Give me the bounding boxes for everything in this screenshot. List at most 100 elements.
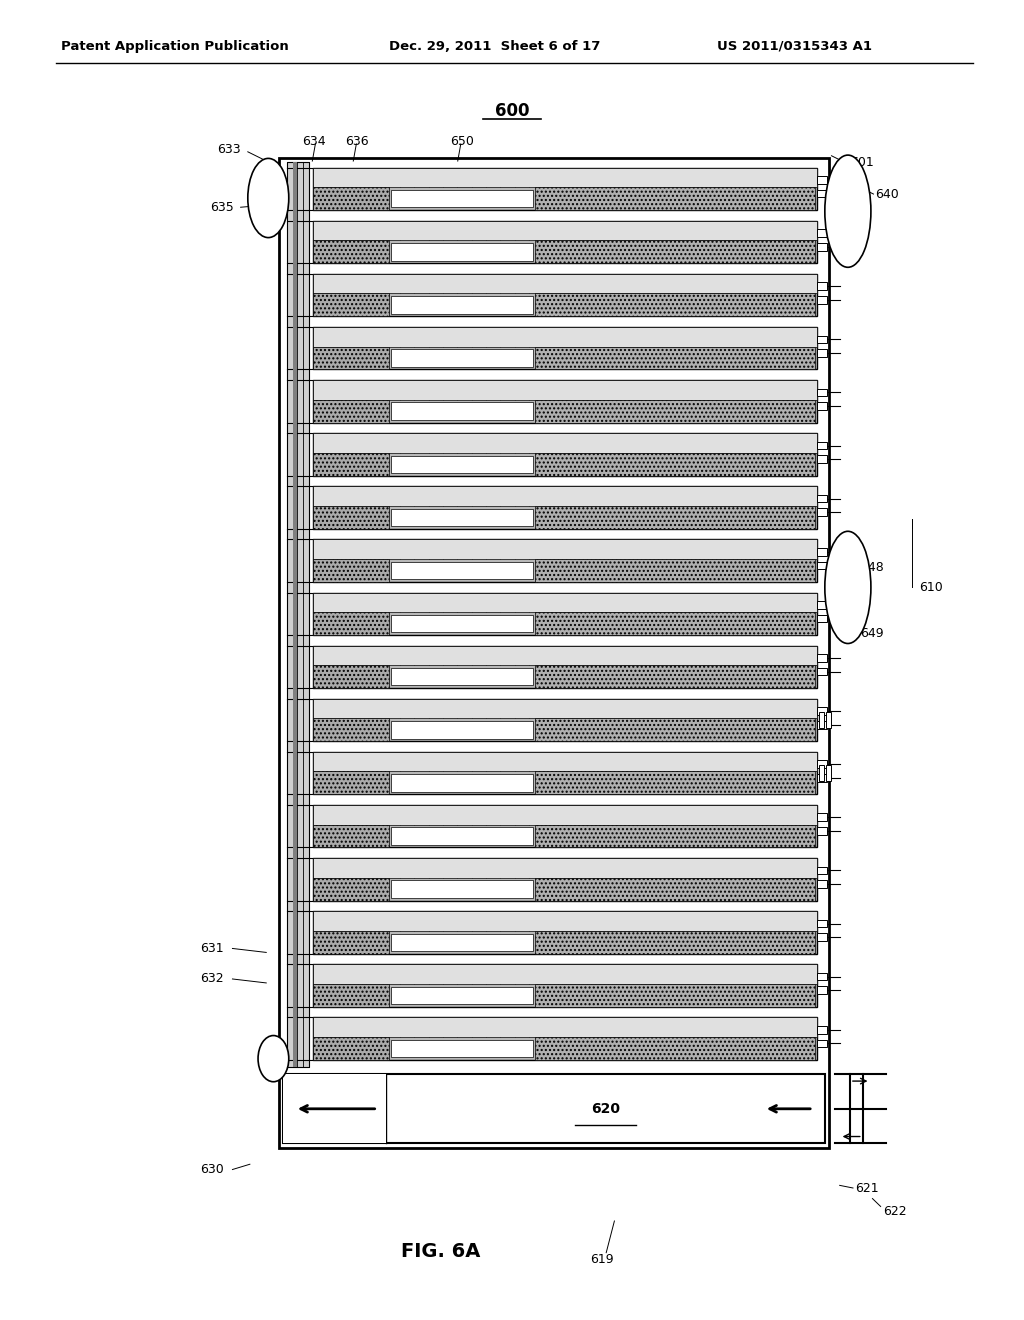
Bar (817, 442, 827, 449)
Bar (817, 601, 827, 609)
Text: 619: 619 (590, 1253, 613, 1266)
Bar (313, 433, 817, 453)
Bar (391, 986, 532, 1005)
Bar (535, 1038, 815, 1060)
Bar (287, 162, 309, 1067)
Bar (313, 645, 817, 688)
Bar (535, 878, 815, 900)
Bar (313, 327, 817, 370)
Bar (817, 296, 827, 304)
Bar (817, 721, 827, 729)
Bar (817, 668, 827, 676)
Bar (313, 540, 817, 558)
Bar (817, 388, 827, 396)
Bar (313, 752, 817, 795)
Bar (391, 880, 532, 898)
Bar (313, 380, 817, 400)
Ellipse shape (248, 158, 289, 238)
Bar (817, 455, 827, 463)
Bar (313, 612, 389, 635)
Bar (313, 771, 389, 795)
Bar (313, 506, 389, 529)
Bar (535, 293, 815, 317)
Text: 635: 635 (210, 201, 233, 214)
Bar (817, 282, 827, 290)
Bar (313, 273, 817, 317)
Ellipse shape (825, 156, 870, 267)
Bar (535, 718, 815, 742)
Bar (283, 1074, 386, 1143)
Bar (313, 540, 817, 582)
Text: US 2011/0315343 A1: US 2011/0315343 A1 (717, 40, 871, 53)
Bar (391, 721, 532, 738)
Bar (313, 220, 817, 263)
Bar (313, 718, 389, 742)
Bar (817, 973, 827, 981)
Bar (391, 933, 532, 950)
Bar (391, 828, 532, 845)
Bar (535, 825, 815, 847)
Bar (391, 296, 532, 314)
Bar (313, 558, 389, 582)
Bar (391, 1040, 532, 1057)
Bar (817, 230, 827, 236)
Ellipse shape (825, 531, 870, 644)
Bar (817, 335, 827, 343)
Bar (313, 593, 817, 635)
Bar (313, 593, 817, 612)
Bar (313, 187, 389, 210)
Bar (313, 965, 817, 983)
Text: 636: 636 (345, 135, 369, 148)
Bar (313, 168, 817, 187)
Bar (391, 775, 532, 792)
Bar (313, 878, 389, 900)
Bar (817, 190, 827, 198)
Bar (817, 655, 827, 661)
Bar (391, 350, 532, 367)
Bar (313, 327, 817, 347)
Text: 648: 648 (860, 561, 884, 574)
Bar (817, 760, 827, 768)
Bar (313, 983, 389, 1007)
Bar (535, 558, 815, 582)
Bar (535, 187, 815, 210)
Bar (293, 162, 297, 1067)
Text: 650: 650 (451, 135, 474, 148)
Bar (391, 668, 532, 685)
Bar (313, 805, 817, 847)
Bar (817, 920, 827, 928)
Text: 601: 601 (850, 156, 873, 169)
Text: 622: 622 (883, 1205, 906, 1218)
Bar (819, 766, 824, 781)
Text: 621: 621 (855, 1181, 879, 1195)
Bar (391, 615, 532, 632)
Bar (313, 1018, 817, 1060)
Bar (313, 858, 817, 878)
Bar (313, 965, 817, 1007)
Bar (817, 828, 827, 834)
Bar (313, 273, 817, 293)
Text: 610: 610 (920, 581, 943, 594)
Bar (391, 562, 532, 579)
Bar (313, 698, 817, 718)
Bar (313, 486, 817, 506)
Text: FIG. 6A: FIG. 6A (400, 1242, 480, 1261)
Text: 649: 649 (860, 627, 884, 640)
Bar (817, 1040, 827, 1047)
Bar (313, 752, 817, 771)
Bar (313, 1018, 817, 1038)
Bar (313, 911, 817, 931)
Bar (535, 400, 815, 422)
Bar (313, 1038, 389, 1060)
Text: 620: 620 (591, 1102, 621, 1115)
Bar (826, 766, 831, 781)
Bar (817, 548, 827, 556)
Bar (313, 453, 389, 475)
Text: 634: 634 (302, 135, 326, 148)
Bar (279, 158, 829, 1148)
Bar (313, 168, 817, 210)
Bar (313, 486, 817, 529)
Bar (817, 615, 827, 622)
Bar (313, 665, 389, 688)
Bar (826, 711, 831, 727)
